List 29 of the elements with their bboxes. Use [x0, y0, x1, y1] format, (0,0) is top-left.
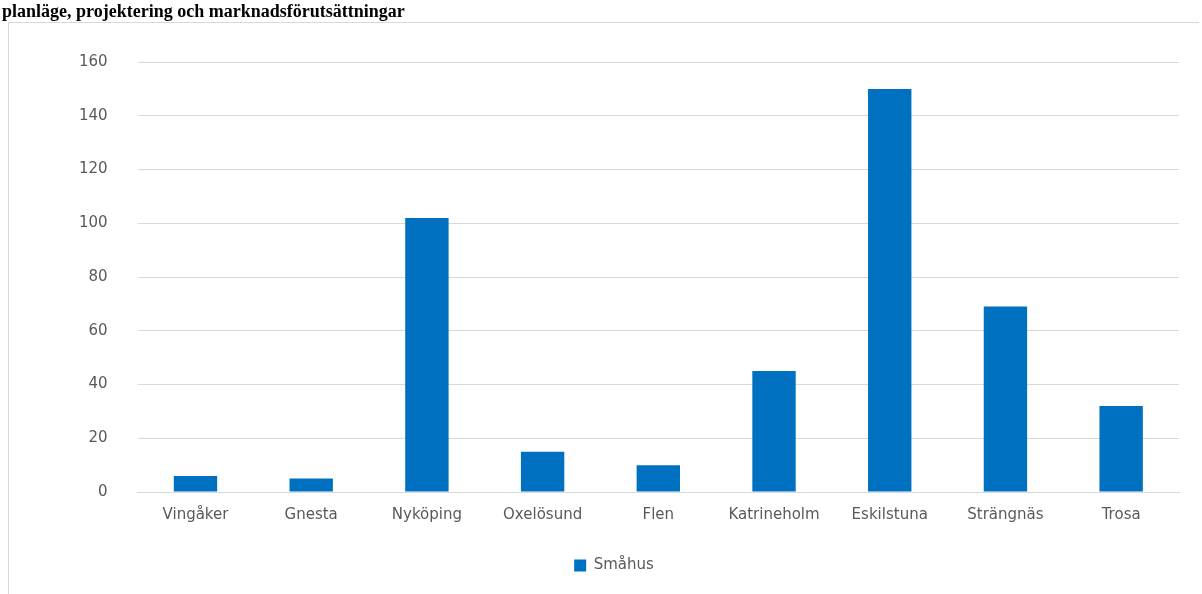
bar	[636, 465, 681, 492]
y-tick-label: 80	[88, 266, 108, 285]
y-tick-label: 120	[78, 159, 108, 178]
y-tick-label: 60	[88, 320, 108, 339]
bar	[289, 478, 333, 492]
bar	[752, 371, 796, 492]
x-tick-label: Gnesta	[284, 504, 338, 523]
x-tick-label: Flen	[642, 504, 675, 523]
x-tick-label: Trosa	[1100, 504, 1141, 523]
legend-label: Småhus	[593, 555, 655, 574]
x-tick-label: Oxelösund	[503, 504, 583, 523]
x-tick-label: Vingåker	[162, 504, 230, 523]
y-tick-label: 140	[78, 105, 108, 124]
x-tick-label: Katrineholm	[728, 504, 820, 523]
bar	[868, 88, 912, 492]
y-tick-label: 20	[88, 428, 108, 447]
chart-title: planläge, projektering och marknadsförutsättningar	[1, 0, 406, 22]
bar	[1099, 406, 1143, 492]
x-tick-label: Strängnäs	[967, 504, 1044, 523]
y-tick-label: 0	[98, 481, 108, 500]
bar	[520, 451, 565, 492]
y-tick-label: 160	[78, 51, 108, 70]
bar	[405, 217, 449, 492]
bar	[983, 306, 1028, 492]
y-tick-label: 40	[88, 374, 108, 393]
x-tick-label: Nyköping	[391, 504, 462, 523]
x-tick-label: Eskilstuna	[851, 504, 928, 523]
bar	[173, 475, 218, 492]
y-tick-label: 100	[78, 213, 108, 232]
